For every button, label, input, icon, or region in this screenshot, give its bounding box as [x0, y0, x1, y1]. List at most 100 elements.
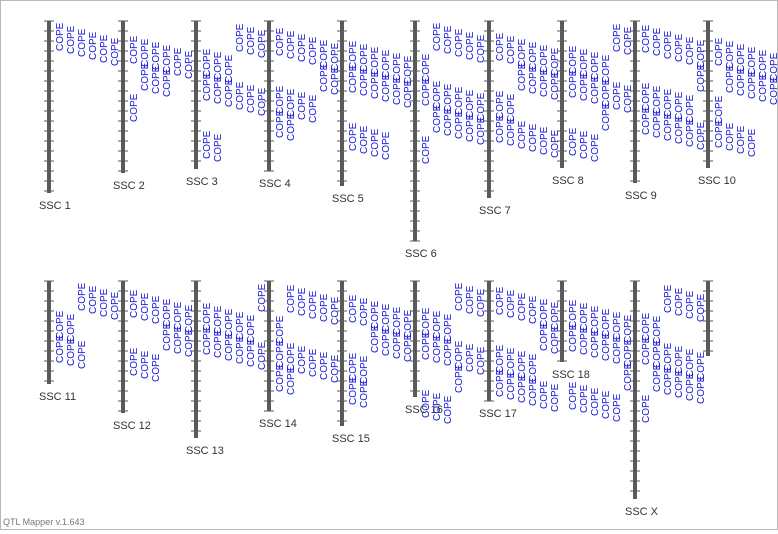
qtl-label: COPE [432, 392, 443, 421]
qtl-label: COPE [517, 38, 528, 67]
qtl-label: COPE [758, 49, 769, 78]
qtl-label: COPE [454, 86, 465, 115]
qtl-label: COPE [685, 36, 696, 65]
qtl-label: COPE [539, 68, 550, 97]
qtl-label: COPE [275, 339, 286, 368]
qtl-label: COPE [454, 340, 465, 369]
qtl-label: COPE [140, 62, 151, 91]
qtl-label: COPE [99, 288, 110, 317]
qtl-label: COPE [129, 93, 140, 122]
qtl-label: COPE [257, 283, 268, 312]
qtl-label: COPE [286, 366, 297, 395]
qtl-label: COPE [550, 301, 561, 330]
qtl-label: COPE [443, 395, 454, 424]
qtl-label: COPE [359, 43, 370, 72]
qtl-label: COPE [623, 26, 634, 55]
qtl-label: COPE [275, 27, 286, 56]
qtl-label: COPE [758, 73, 769, 102]
chromosome-bar [121, 281, 125, 413]
qtl-label: COPE [308, 290, 319, 319]
qtl-label: COPE [590, 133, 601, 162]
chromosome-bar [560, 21, 564, 168]
qtl-label: COPE [590, 51, 601, 80]
qtl-label: COPE [579, 384, 590, 413]
qtl-label: COPE [495, 32, 506, 61]
qtl-label: COPE [550, 129, 561, 158]
qtl-label: COPE [663, 30, 674, 59]
qtl-label: COPE [652, 339, 663, 368]
qtl-label: COPE [421, 77, 432, 106]
qtl-label: COPE [663, 342, 674, 371]
qtl-label: COPE [286, 30, 297, 59]
qtl-label: COPE [359, 297, 370, 326]
qtl-label: COPE [432, 80, 443, 109]
qtl-label: COPE [454, 282, 465, 311]
chromosome-label: SSC 14 [259, 418, 297, 430]
qtl-label: COPE [652, 27, 663, 56]
qtl-label: COPE [202, 302, 213, 331]
chromosome-label: SSC 5 [332, 193, 364, 205]
qtl-label: COPE [129, 35, 140, 64]
qtl-label: COPE [476, 34, 487, 63]
qtl-label: COPE [696, 351, 707, 380]
chromosome-bar [47, 281, 51, 384]
qtl-label: COPE [601, 78, 612, 107]
qtl-label: COPE [213, 329, 224, 358]
qtl-label: COPE [348, 40, 359, 69]
qtl-label: COPE [568, 299, 579, 328]
qtl-label: COPE [517, 62, 528, 91]
qtl-label: COPE [528, 295, 539, 324]
qtl-label: COPE [550, 325, 561, 354]
chromosome-label: SSC 2 [113, 180, 145, 192]
qtl-label: COPE [685, 372, 696, 401]
qtl-label: COPE [612, 335, 623, 364]
qtl-label: COPE [286, 342, 297, 371]
qtl-label: COPE [663, 366, 674, 395]
qtl-label: COPE [235, 23, 246, 52]
qtl-label: COPE [348, 64, 359, 93]
qtl-label: COPE [612, 393, 623, 422]
qtl-label: COPE [235, 311, 246, 340]
qtl-label: COPE [747, 70, 758, 99]
qtl-label: COPE [443, 107, 454, 136]
qtl-label: COPE [714, 95, 725, 124]
qtl-label: COPE [403, 55, 414, 84]
qtl-label: COPE [319, 351, 330, 380]
qtl-label: COPE [506, 35, 517, 64]
chromosome-bar [267, 21, 271, 171]
qtl-label: COPE [381, 303, 392, 332]
qtl-label: COPE [506, 93, 517, 122]
qtl-label: COPE [528, 65, 539, 94]
qtl-label: COPE [747, 46, 758, 75]
qtl-label: COPE [257, 87, 268, 116]
qtl-label: COPE [601, 102, 612, 131]
qtl-label: COPE [495, 114, 506, 143]
qtl-label: COPE [370, 70, 381, 99]
qtl-label: COPE [110, 37, 121, 66]
qtl-label: COPE [319, 293, 330, 322]
qtl-label: COPE [202, 48, 213, 77]
qtl-label: COPE [55, 22, 66, 51]
qtl-label: COPE [286, 88, 297, 117]
chromosome-bar [706, 21, 710, 168]
qtl-label: COPE [66, 337, 77, 366]
qtl-label: COPE [330, 42, 341, 71]
qtl-label: COPE [465, 343, 476, 372]
qtl-label: COPE [173, 47, 184, 76]
qtl-label: COPE [162, 68, 173, 97]
qtl-label: COPE [590, 387, 601, 416]
qtl-label: COPE [370, 128, 381, 157]
qtl-label: COPE [601, 332, 612, 361]
qtl-label: COPE [381, 327, 392, 356]
qtl-label: COPE [66, 313, 77, 342]
qtl-label: COPE [517, 292, 528, 321]
qtl-label: COPE [736, 67, 747, 96]
